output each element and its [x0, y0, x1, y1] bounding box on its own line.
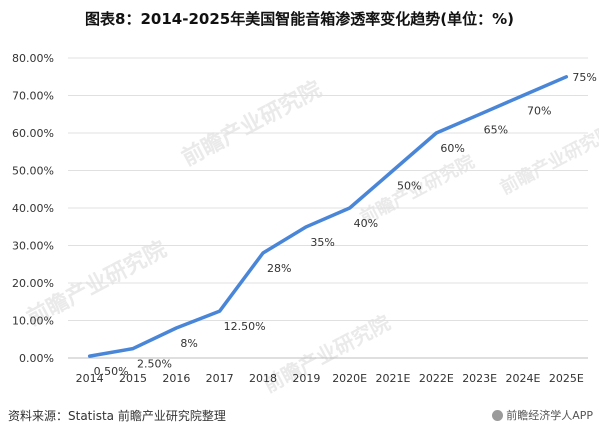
x-tick-label: 2024E [506, 372, 541, 385]
data-label: 28% [267, 262, 291, 275]
y-axis-ticks: 0.00% 10.00% 20.00% 30.00% 40.00% 50.00% 60.00… [12, 52, 54, 365]
watermark-text: 前瞻产业研究院 [496, 120, 599, 199]
x-tick-label: 2015 [119, 372, 147, 385]
x-tick-label: 2020E [332, 372, 367, 385]
x-tick-label: 2025E [549, 372, 584, 385]
y-tick-label: 50.00% [12, 165, 54, 178]
watermark-text: 前瞻产业研究院 [178, 76, 326, 171]
x-tick-label: 2016 [162, 372, 190, 385]
brand-mark: 前瞻经济学人APP [492, 407, 593, 423]
data-label: 2.50% [137, 358, 172, 371]
data-label: 50% [397, 180, 421, 193]
y-tick-label: 80.00% [12, 52, 54, 65]
gridlines [68, 57, 588, 359]
x-tick-label: 2014 [76, 372, 104, 385]
data-label: 35% [310, 236, 334, 249]
brand-logo-icon [492, 409, 504, 421]
watermark-text: 前瞻产业研究院 [259, 310, 394, 397]
series-line [87, 75, 569, 358]
y-tick-label: 30.00% [12, 240, 54, 253]
data-label: 65% [484, 123, 508, 136]
series-line-group [87, 75, 569, 358]
data-label: 40% [354, 217, 378, 230]
data-label: 70% [527, 105, 551, 118]
y-tick-label: 0.00% [19, 352, 54, 365]
y-tick-label: 40.00% [12, 202, 54, 215]
data-label: 60% [440, 142, 464, 155]
y-tick-label: 60.00% [12, 127, 54, 140]
x-axis-ticks: 2014 2015 2016 2017 2018 2019 2020E 2021E 2022E 2… [76, 372, 584, 385]
x-tick-label: 2021E [376, 372, 411, 385]
chart-title: 图表8：2014-2025年美国智能音箱渗透率变化趋势(单位：%) [85, 10, 514, 28]
data-label: 12.50% [224, 320, 266, 333]
x-tick-label: 2019 [292, 372, 320, 385]
y-tick-label: 20.00% [12, 277, 54, 290]
data-label: 75% [572, 71, 596, 84]
data-labels: 0.50% 2.50% 8% 12.50% 28% 35% 40% 50% 60% 65% 70% 7… [94, 71, 597, 378]
source-note: 资料来源：Statista 前瞻产业研究院整理 [8, 409, 226, 423]
x-tick-label: 2018 [249, 372, 277, 385]
data-label: 8% [180, 337, 197, 350]
x-tick-label: 2023E [462, 372, 497, 385]
data-label: 0.50% [94, 365, 129, 378]
brand-text: 前瞻经济学人APP [506, 409, 593, 422]
x-tick-label: 2022E [419, 372, 454, 385]
y-tick-label: 70.00% [12, 90, 54, 103]
x-tick-label: 2017 [206, 372, 234, 385]
y-tick-label: 10.00% [12, 315, 54, 328]
